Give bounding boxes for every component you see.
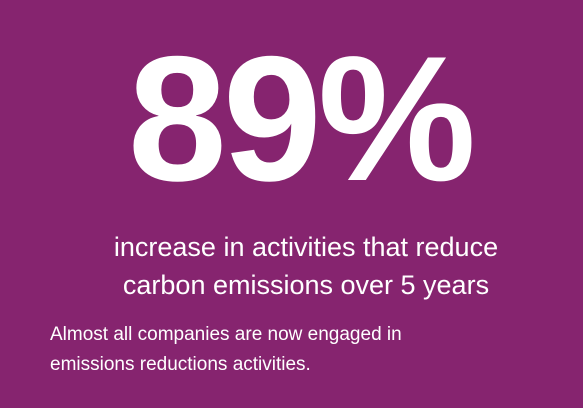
body-line: Almost all companies are now engaged in (50, 324, 402, 345)
stat-value: 89% (127, 19, 476, 218)
body-line: emissions reductions activities. (50, 354, 311, 375)
headline-line: carbon emissions over 5 years (122, 270, 490, 300)
headline-line: increase in activities that reduce (113, 232, 499, 262)
